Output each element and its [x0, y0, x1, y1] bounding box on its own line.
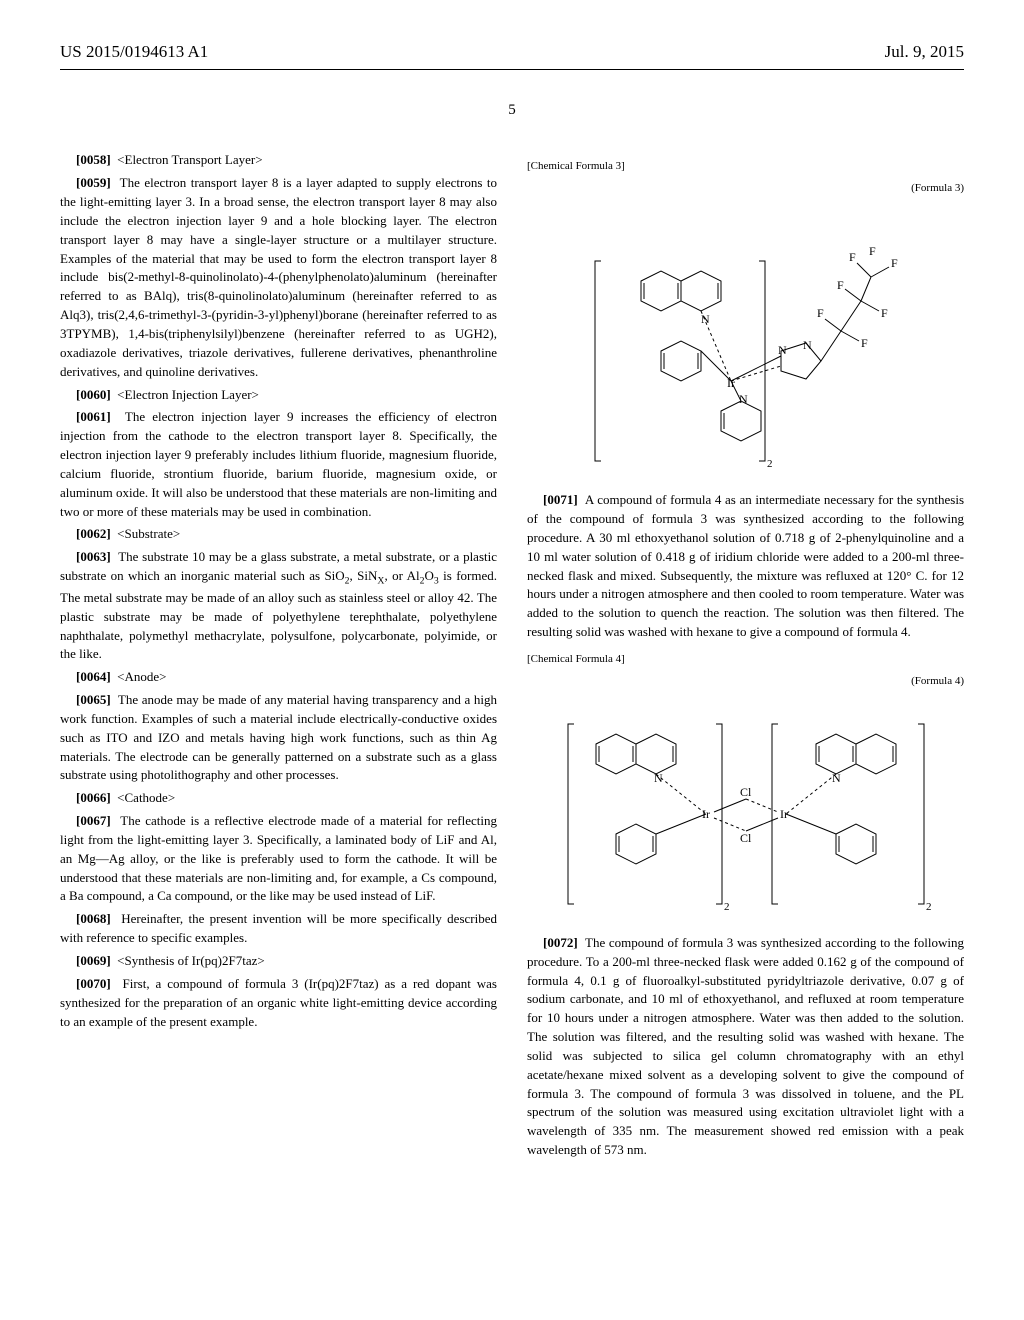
para-text: The cathode is a reflective electrode ma…	[60, 813, 497, 903]
svg-text:F: F	[817, 306, 824, 320]
svg-text:F: F	[849, 250, 856, 264]
svg-text:Ir: Ir	[780, 807, 788, 821]
svg-text:2: 2	[926, 901, 932, 913]
svg-text:N: N	[832, 771, 841, 785]
svg-text:N: N	[701, 312, 710, 326]
svg-text:Cl: Cl	[740, 831, 752, 845]
formula-number: (Formula 4)	[527, 674, 964, 690]
para-text: The anode may be made of any material ha…	[60, 692, 497, 782]
svg-text:2: 2	[767, 458, 773, 470]
chemical-structure-formula-4: Ir Ir Cl Cl N N 2 2	[556, 694, 936, 924]
section-heading: <Synthesis of Ir(pq)2F7taz>	[117, 953, 265, 968]
para-num: [0059]	[76, 175, 111, 190]
para-num: [0062]	[76, 526, 111, 541]
section-heading: <Anode>	[117, 669, 166, 684]
para-num: [0060]	[76, 387, 111, 402]
section-heading: <Electron Transport Layer>	[117, 152, 262, 167]
svg-text:N: N	[739, 392, 748, 406]
para-num: [0065]	[76, 692, 111, 707]
svg-text:N: N	[803, 338, 812, 352]
section-heading: <Electron Injection Layer>	[117, 387, 259, 402]
para-text: The compound of formula 3 was synthesize…	[527, 935, 964, 1157]
svg-text:F: F	[837, 278, 844, 292]
svg-text:Ir: Ir	[702, 807, 710, 821]
svg-text:F: F	[881, 306, 888, 320]
section-heading: <Cathode>	[117, 790, 175, 805]
svg-text:N: N	[778, 343, 787, 357]
para-num: [0063]	[76, 549, 111, 564]
svg-text:2: 2	[724, 901, 730, 913]
para-num: [0067]	[76, 813, 111, 828]
svg-text:Ir: Ir	[727, 376, 735, 390]
para-num: [0069]	[76, 953, 111, 968]
para-num: [0071]	[543, 492, 578, 507]
left-column: [0058] <Electron Transport Layer> [0059]…	[60, 149, 497, 1164]
right-column: [Chemical Formula 3] (Formula 3)	[527, 149, 964, 1164]
para-text: A compound of formula 4 as an intermedia…	[527, 492, 964, 639]
para-num: [0068]	[76, 911, 111, 926]
svg-text:F: F	[891, 256, 898, 270]
two-column-layout: [0058] <Electron Transport Layer> [0059]…	[60, 149, 964, 1164]
chem-formula-label: [Chemical Formula 3]	[527, 159, 964, 175]
para-text: The electron injection layer 9 increases…	[60, 409, 497, 518]
formula-number: (Formula 3)	[527, 181, 964, 197]
header-left: US 2015/0194613 A1	[60, 40, 208, 65]
para-text: Hereinafter, the present invention will …	[60, 911, 497, 945]
para-num: [0061]	[76, 409, 111, 424]
page-header: US 2015/0194613 A1 Jul. 9, 2015	[60, 40, 964, 70]
para-text: The substrate 10 may be a glass substrat…	[60, 549, 497, 661]
svg-text:Cl: Cl	[740, 785, 752, 799]
para-num: [0058]	[76, 152, 111, 167]
para-num: [0070]	[76, 976, 111, 991]
page-number: 5	[60, 100, 964, 122]
chemical-structure-formula-3: Ir N N N N F F F F F F F 2	[581, 201, 911, 481]
svg-text:F: F	[869, 244, 876, 258]
para-text: The electron transport layer 8 is a laye…	[60, 175, 497, 378]
para-num: [0072]	[543, 935, 578, 950]
header-right: Jul. 9, 2015	[885, 40, 964, 65]
para-text: First, a compound of formula 3 (Ir(pq)2F…	[60, 976, 497, 1029]
svg-text:N: N	[654, 771, 663, 785]
para-num: [0064]	[76, 669, 111, 684]
chem-formula-label: [Chemical Formula 4]	[527, 652, 964, 668]
svg-text:F: F	[861, 336, 868, 350]
para-num: [0066]	[76, 790, 111, 805]
section-heading: <Substrate>	[117, 526, 180, 541]
